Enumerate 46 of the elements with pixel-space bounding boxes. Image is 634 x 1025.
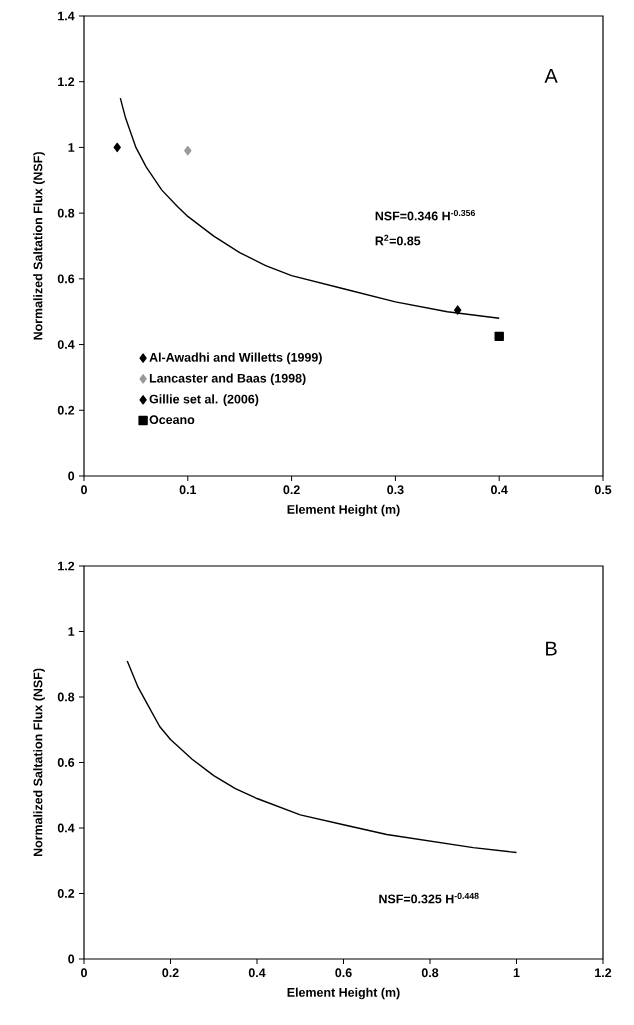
- x-tick-label: 0.6: [335, 968, 352, 978]
- y-tick-label: 0.6: [57, 274, 75, 284]
- x-tick-label: 0: [81, 485, 87, 495]
- y-tick-label: 0.4: [57, 823, 75, 833]
- annotation: NSF=0.325 H$^{-0.448}$: [379, 892, 479, 904]
- x-tick-label: 0.4: [248, 968, 266, 978]
- annotation: NSF=0.346 H$^{-0.356}$: [375, 209, 476, 221]
- y-axis-title: Normalized Saltation Flux (NSF): [33, 668, 45, 857]
- y-tick-label: 0.4: [57, 340, 75, 349]
- point: [184, 146, 192, 156]
- y-tick-label: 0.2: [57, 405, 75, 415]
- x-tick-label: 0.5: [594, 485, 612, 495]
- y-tick-label: 1.2: [58, 561, 75, 571]
- x-tick-label: 1.2: [595, 968, 612, 978]
- x-tick-label: 0.2: [283, 485, 300, 495]
- x-tick-label: 0: [81, 968, 87, 978]
- x-axis-title: Element Height (m): [287, 987, 400, 1000]
- point: [494, 331, 504, 342]
- x-tick-label: 0.8: [421, 968, 439, 978]
- y-axis-title: Normalized Saltation Flux (NSF): [33, 152, 45, 340]
- annotation: R$^{2}$=0.85: [375, 234, 421, 246]
- point: [453, 305, 462, 315]
- annotation: B: [546, 641, 557, 656]
- line-series: [119, 97, 500, 319]
- point: [113, 142, 121, 153]
- x-tick-label: 0.1: [179, 485, 197, 495]
- y-tick-label: 0.8: [57, 692, 75, 702]
- y-tick-label: 1.2: [58, 77, 75, 87]
- y-tick-label: 1: [68, 143, 75, 152]
- y-tick-label: 1.4: [58, 11, 75, 21]
- legend-label: Gillie set al. (2006): [149, 394, 259, 406]
- x-tick-label: 1: [513, 968, 520, 977]
- x-tick-label: 0.2: [162, 968, 179, 978]
- legend-label: Oceano: [149, 415, 195, 425]
- x-tick-label: 0.3: [387, 485, 404, 495]
- y-tick-label: 0.8: [57, 208, 75, 218]
- legend-label: Al-Awadhi and Willetts (1999): [149, 352, 322, 365]
- annotation: A: [544, 68, 558, 83]
- y-tick-label: 0.6: [57, 758, 75, 767]
- y-tick-label: 0: [68, 954, 75, 964]
- y-tick-label: 1: [68, 627, 75, 636]
- legend-label: Lancaster and Baas (1998): [149, 373, 306, 386]
- y-tick-label: 0.2: [57, 889, 75, 898]
- x-axis-title: Element Height (m): [287, 504, 400, 517]
- x-tick-label: 0.4: [491, 485, 508, 495]
- y-tick-label: 0: [68, 471, 75, 481]
